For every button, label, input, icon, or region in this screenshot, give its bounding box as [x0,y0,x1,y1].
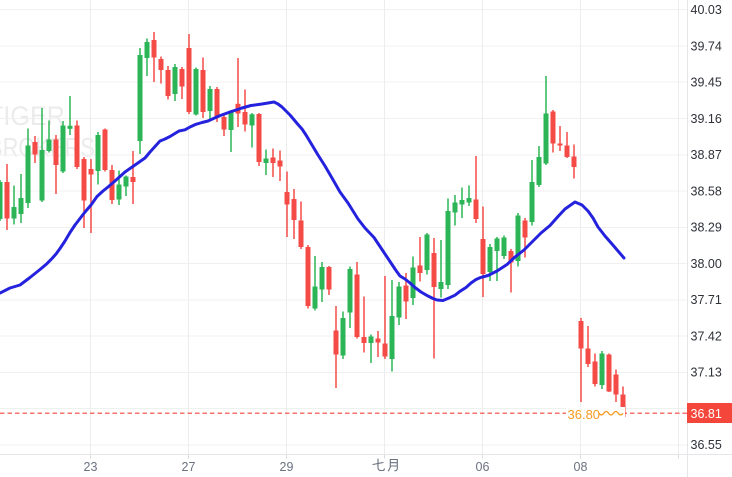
svg-text:27: 27 [182,460,196,474]
svg-text:38.29: 38.29 [691,221,722,235]
svg-text:38.58: 38.58 [691,184,722,198]
svg-text:06: 06 [476,460,490,474]
svg-text:39.45: 39.45 [691,76,722,90]
svg-text:TIGER: TIGER [0,101,65,131]
svg-text:39.74: 39.74 [691,39,722,53]
svg-text:39.16: 39.16 [691,112,722,126]
svg-text:38.87: 38.87 [691,148,722,162]
svg-text:36.55: 36.55 [691,438,722,452]
svg-text:08: 08 [574,460,588,474]
svg-text:40.03: 40.03 [691,3,722,17]
svg-text:36.81: 36.81 [691,407,722,421]
svg-text:37.71: 37.71 [691,293,722,307]
svg-text:29: 29 [280,460,294,474]
svg-text:36.80: 36.80 [568,407,601,422]
svg-text:37.13: 37.13 [691,366,722,380]
svg-text:38.00: 38.00 [691,257,722,271]
svg-text:37.42: 37.42 [691,329,722,343]
svg-text:23: 23 [84,460,98,474]
